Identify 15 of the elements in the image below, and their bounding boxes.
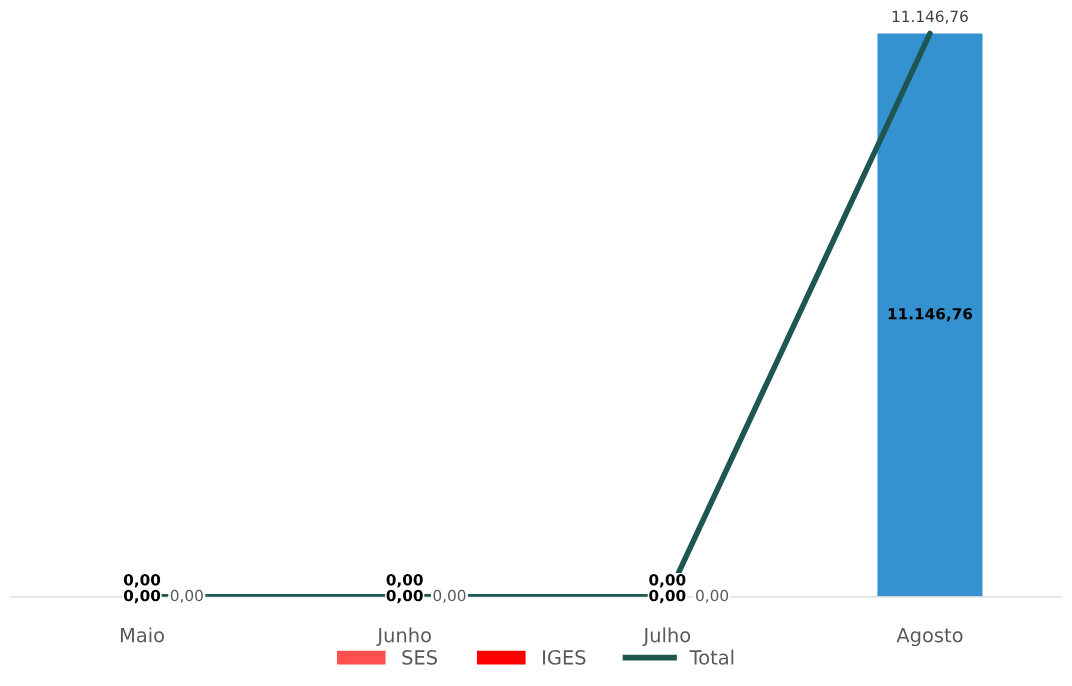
data-label: 0,00 — [170, 589, 203, 603]
data-label: 0,00 — [433, 589, 466, 603]
x-tick-label: Junho — [376, 627, 431, 647]
data-label: 0,00 — [649, 573, 686, 588]
data-label: 11.146,76 — [888, 308, 973, 322]
legend-label: Total — [689, 649, 734, 665]
legend-label: SES — [402, 650, 438, 665]
x-tick-label: Maio — [120, 627, 164, 643]
x-tick-label: Agosto — [896, 627, 963, 647]
legend-label: IGES — [543, 650, 586, 665]
data-label: 0,00 — [123, 573, 161, 588]
data-label: 0,00 — [386, 573, 423, 588]
x-tick-label: Julho — [642, 627, 691, 647]
data-label: 11.146,76 — [892, 10, 968, 24]
data-label: 0,00 — [696, 589, 729, 603]
